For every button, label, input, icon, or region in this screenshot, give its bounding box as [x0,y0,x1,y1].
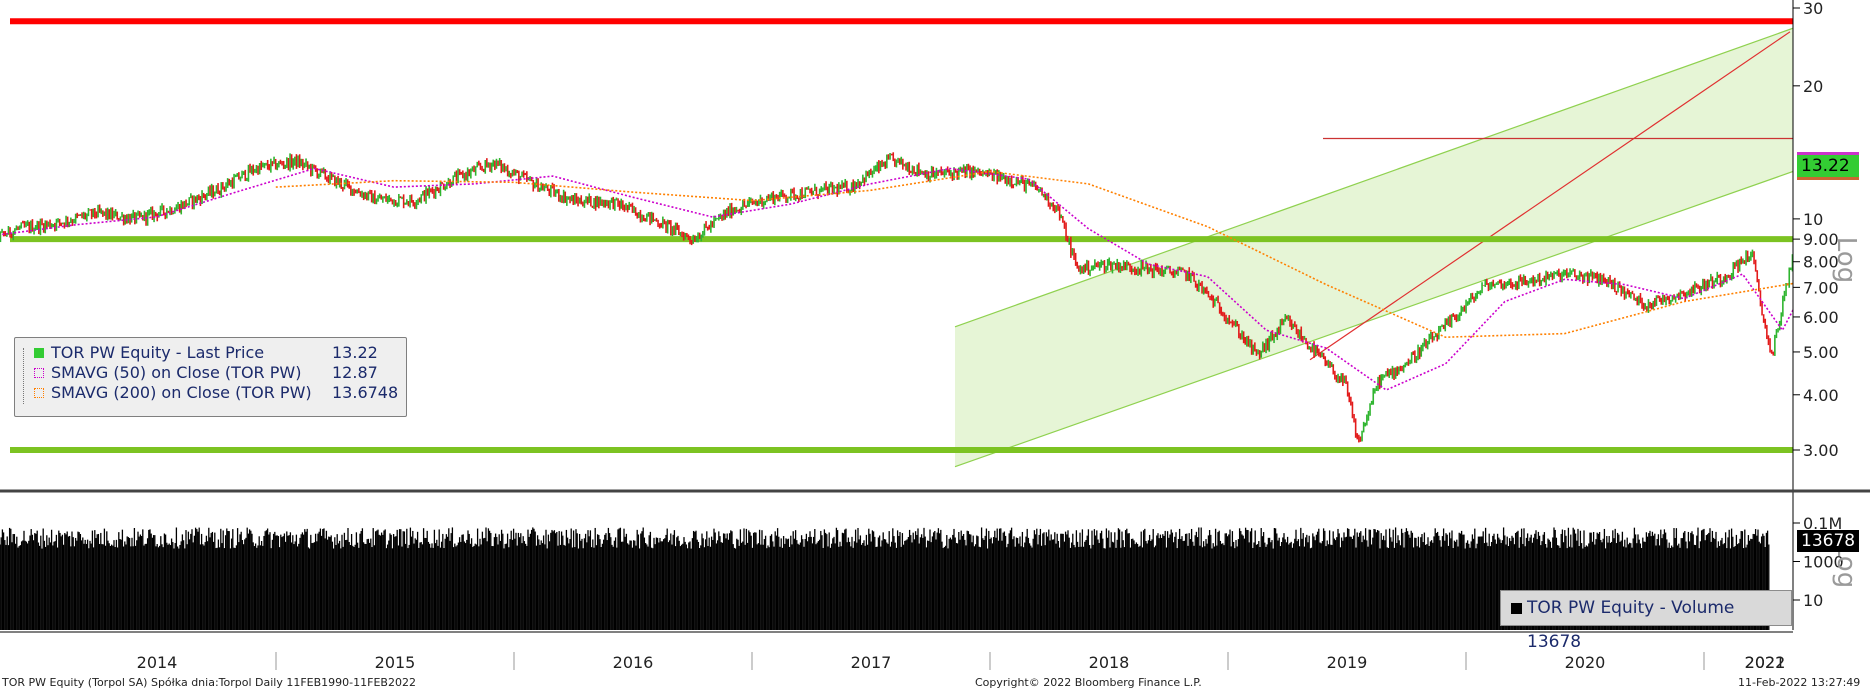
legend-label-smavg50: SMAVG (50) on Close (TOR PW) [51,363,302,382]
legend-swatch-last-price [34,348,44,358]
legend-label-last-price: TOR PW Equity - Last Price [51,343,265,362]
price-tick-label: 9.00 [1803,230,1839,249]
last-price-badge: 13.22 [1797,152,1859,180]
x-tick-label: 2020 [1565,653,1606,672]
x-tick-label: 2021 [1745,653,1786,672]
volume-bars [0,527,1770,630]
footer-security-info: TOR PW Equity (Torpol SA) Spółka dnia:To… [2,676,416,689]
ma-line-1 [0,167,1793,391]
price-tick-label: 20 [1803,77,1823,96]
trend-channel [954,27,1793,468]
x-tick-label: 2014 [137,653,178,672]
legend-label-smavg200: SMAVG (200) on Close (TOR PW) [51,383,312,402]
legend-value-last-price: 13.22 [332,343,378,362]
footer-copyright: Copyright© 2022 Bloomberg Finance L.P. [975,676,1202,689]
price-tick-label: 8.00 [1803,253,1839,272]
x-tick-label: 2022 [1745,653,1786,672]
support-trendline [1309,31,1791,361]
volume-legend-label: TOR PW Equity - Volume 13678 [1527,598,1735,652]
price-series [0,152,1793,443]
volume-tick-label: 1000 [1803,553,1844,572]
ma-line-2 [275,170,1793,339]
legend-tree-line [23,348,25,404]
legend-swatch-smavg200 [34,388,44,398]
x-tick-label: 2019 [1327,653,1368,672]
x-tick-label: 2015 [375,653,416,672]
trend-channel-upper [954,27,1793,328]
volume-tick-label: 0.1M [1803,514,1842,533]
moving-averages [0,167,1793,391]
legend-value-smavg200: 13.6748 [332,383,399,402]
price-tick-label: 10 [1803,210,1823,229]
x-tick-label: 2016 [613,653,654,672]
price-tick-label: 6.00 [1803,308,1839,327]
axes [0,0,1870,633]
price-tick-label: 5.00 [1803,343,1839,362]
trend-channel-lower [954,170,1793,468]
price-axis-log-label: Log [1831,237,1861,283]
last-volume-badge: 13678 [1797,530,1859,552]
legend-value-smavg50: 12.87 [332,363,378,382]
price-tick-label: 4.00 [1803,386,1839,405]
price-legend[interactable]: TOR PW Equity - Last Price 13.22 SMAVG (… [14,337,407,417]
price-tick-label: 3.00 [1803,441,1839,460]
price-y-ticks: 30 20 109.00 8.00 7.00 6.00 5.00 4.00 3.00 [1793,0,1839,460]
price-tick-label: 30 [1803,0,1823,18]
legend-swatch-smavg50 [34,368,44,378]
x-tick-label: 2017 [851,653,892,672]
volume-legend-swatch [1511,603,1522,614]
x-tick-label: 2018 [1089,653,1130,672]
volume-y-ticks: 0.1M 1000 10 [1793,514,1844,610]
price-tick-label: 7.00 [1803,278,1839,297]
trend-channel-fill [955,28,1793,467]
footer-timestamp: 11-Feb-2022 13:27:49 [1738,676,1861,689]
horizontal-levels [10,18,1793,453]
volume-legend[interactable]: TOR PW Equity - Volume 13678 [1500,590,1792,652]
volume-tick-label: 10 [1803,591,1823,610]
